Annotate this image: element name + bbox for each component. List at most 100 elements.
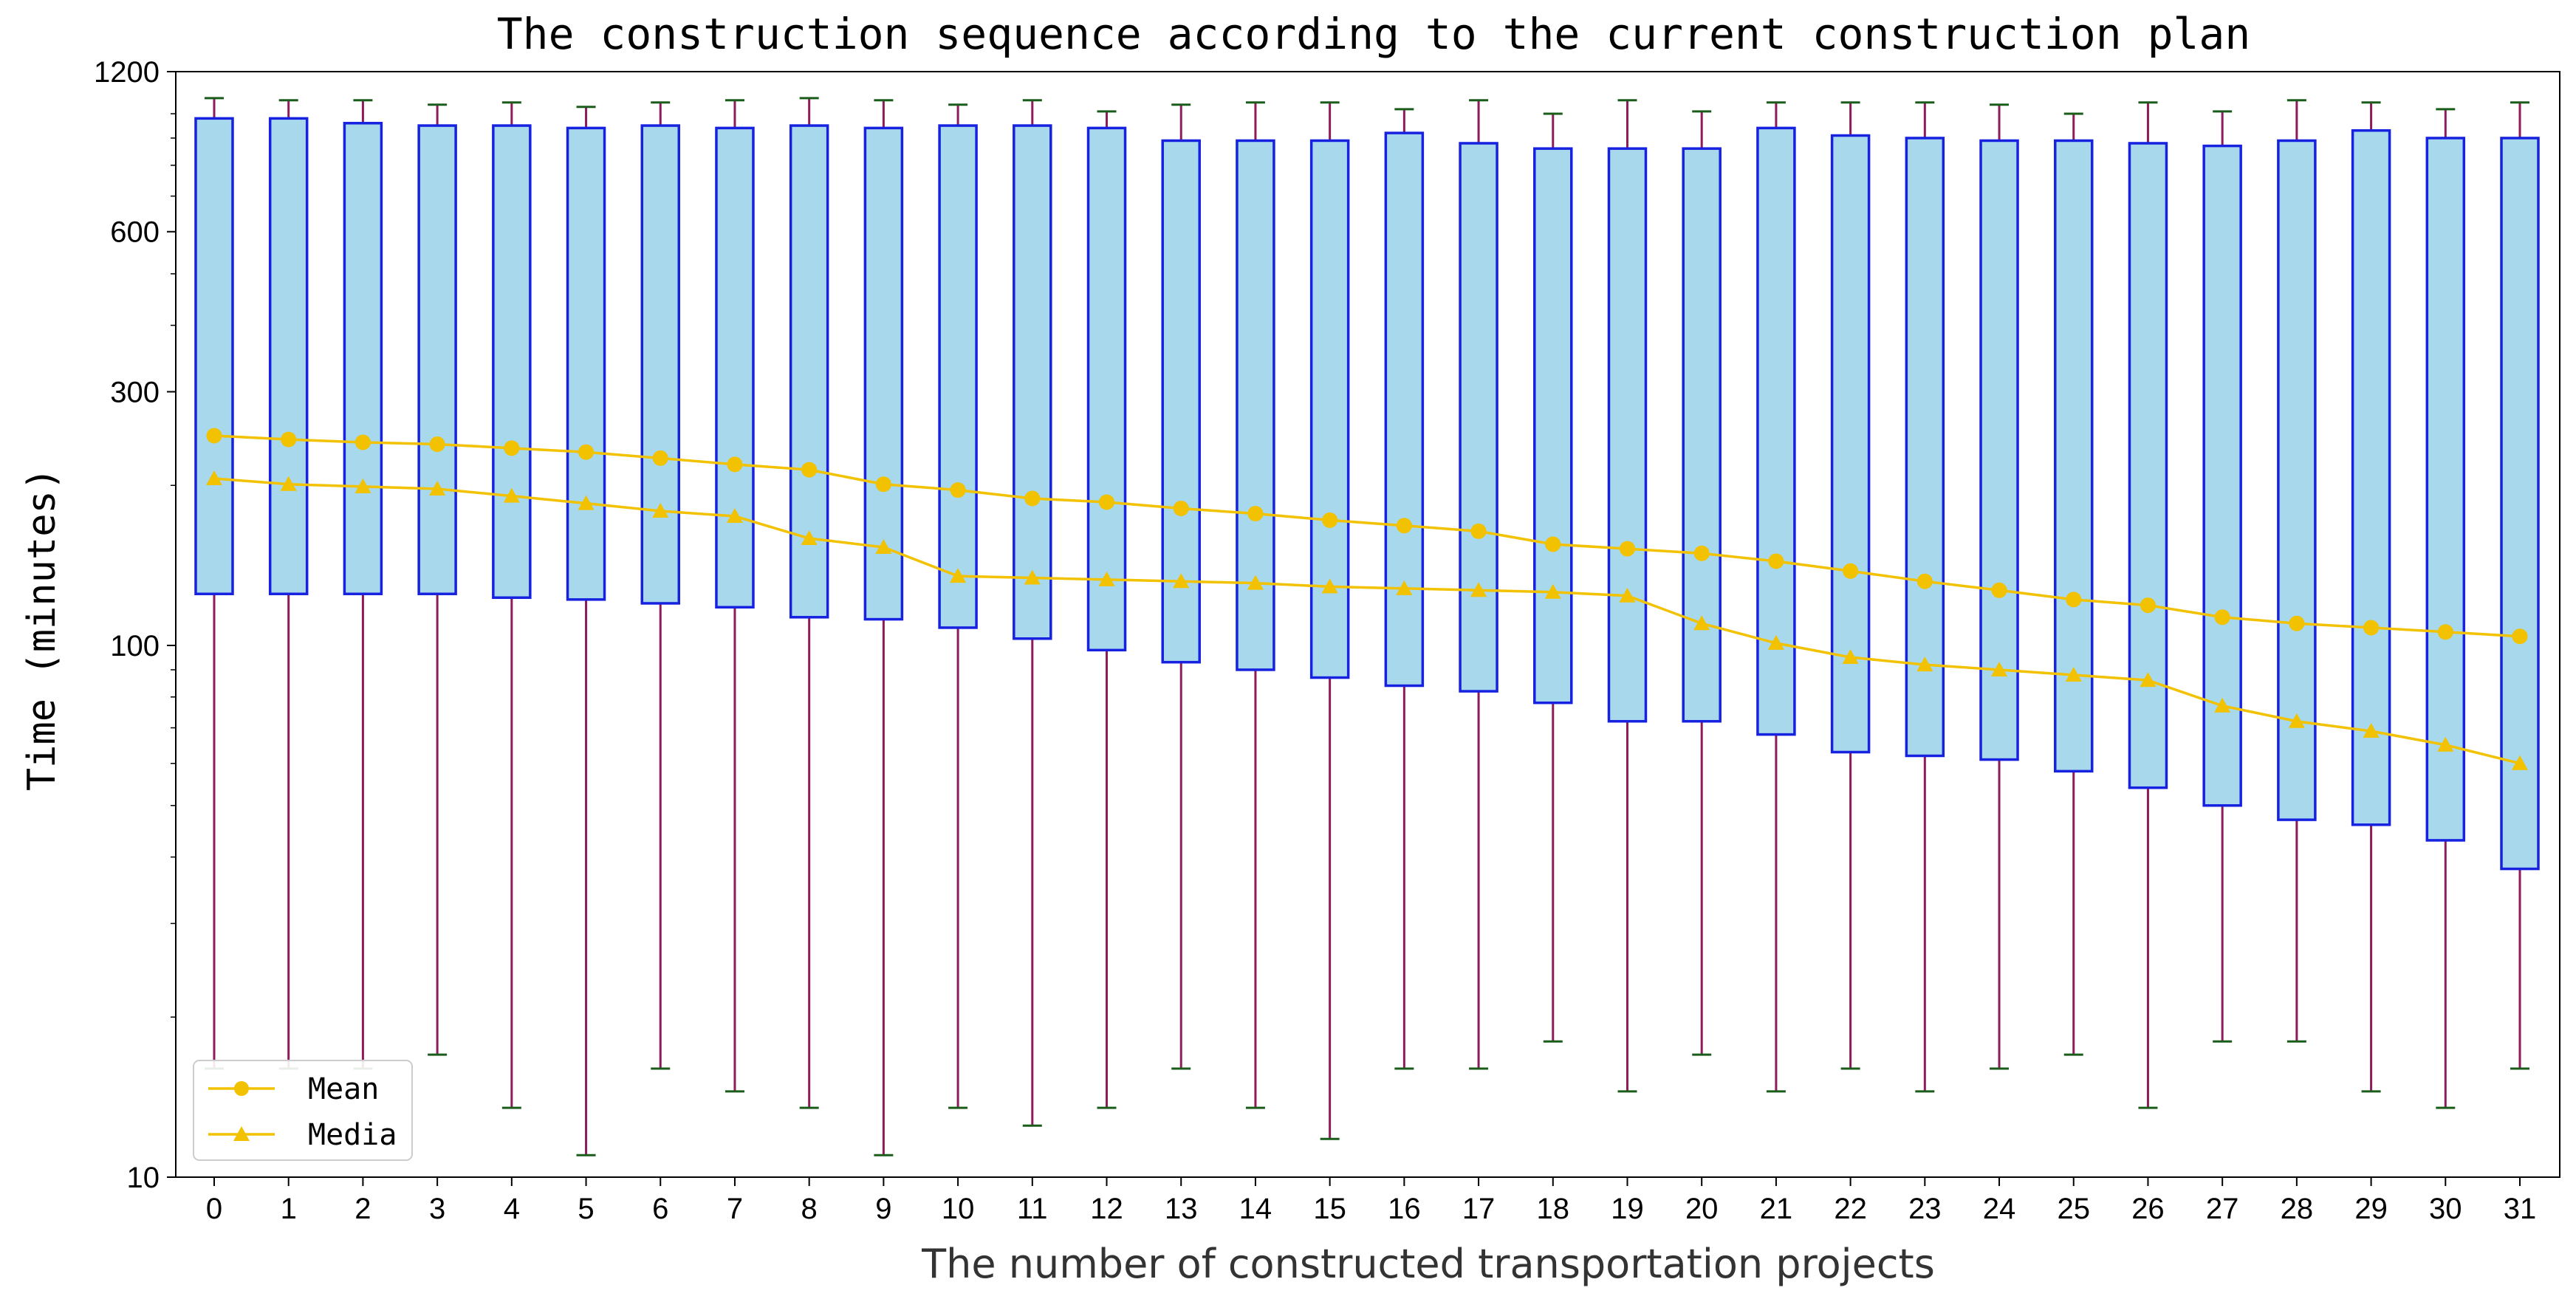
box — [2351, 128, 2391, 826]
box — [1309, 139, 1350, 679]
legend-label: Media — [308, 1118, 397, 1152]
mean-point — [429, 436, 445, 453]
box — [938, 124, 978, 629]
x-tick-label: 11 — [1017, 1193, 1048, 1225]
chart-title: The construction sequence according to t… — [497, 9, 2251, 59]
x-axis-label: The number of constructed transportation… — [921, 1241, 1935, 1287]
mean-point — [504, 440, 520, 456]
x-tick-label: 19 — [1611, 1193, 1644, 1225]
mean-point — [578, 444, 595, 460]
x-tick-label: 23 — [1908, 1193, 1942, 1225]
box — [268, 117, 309, 595]
x-tick-label: 20 — [1685, 1193, 1719, 1225]
mean-point — [727, 456, 743, 473]
x-tick-label: 22 — [1834, 1193, 1867, 1225]
median-point — [2065, 666, 2082, 682]
median-point — [1396, 580, 1413, 595]
legend-median-marker — [233, 1126, 250, 1141]
mean-point — [875, 476, 891, 493]
mean-point — [652, 450, 668, 466]
x-tick-label: 6 — [652, 1193, 668, 1225]
x-tick-label: 12 — [1090, 1193, 1123, 1225]
x-tick-label: 29 — [2354, 1193, 2388, 1225]
median-point — [1544, 583, 1561, 599]
median-point — [2140, 672, 2157, 688]
box — [2500, 137, 2540, 871]
median-point — [801, 530, 818, 546]
box — [417, 124, 457, 595]
median-point — [2363, 723, 2380, 738]
median-point — [503, 487, 520, 503]
box — [194, 117, 234, 595]
x-tick-label: 9 — [875, 1193, 891, 1225]
x-tick-label: 17 — [1462, 1193, 1496, 1225]
box — [2425, 137, 2466, 842]
median-point — [354, 478, 371, 493]
mean-point — [206, 428, 222, 444]
mean-point — [1991, 582, 2007, 598]
box — [1013, 124, 1052, 640]
box — [1756, 126, 1796, 736]
x-tick-label: 15 — [1313, 1193, 1346, 1225]
mean-point — [1843, 563, 1859, 579]
x-tick-label: 27 — [2206, 1193, 2239, 1225]
x-tick-label: 7 — [727, 1193, 743, 1225]
mean-point — [1247, 505, 1264, 521]
box — [640, 124, 681, 605]
mean-point — [1768, 553, 1784, 569]
y-axis-label: Time (minutes) — [20, 467, 64, 791]
mean-point — [2512, 628, 2528, 645]
median-point — [1024, 569, 1041, 585]
box — [1905, 137, 1945, 758]
median-point — [2437, 736, 2454, 752]
median-point — [950, 568, 967, 583]
x-tick-label: 0 — [206, 1193, 222, 1225]
series-line-media — [213, 477, 2521, 765]
median-point — [280, 476, 297, 491]
box — [2202, 144, 2242, 807]
mean-point — [1470, 523, 1487, 539]
legend: Mean Media — [193, 1060, 413, 1161]
box — [1236, 139, 1275, 671]
legend-label: Mean — [308, 1072, 379, 1106]
median-point — [726, 508, 743, 524]
mean-point — [1099, 494, 1115, 510]
mean-point — [1173, 500, 1189, 516]
x-tick-label: 30 — [2429, 1193, 2462, 1225]
x-tick-label: 4 — [504, 1193, 520, 1225]
y-tick-label: 100 — [110, 630, 160, 662]
x-tick-label: 16 — [1388, 1193, 1421, 1225]
series-line-mean — [213, 434, 2521, 638]
y-tick-label: 600 — [110, 216, 160, 249]
y-tick-label: 300 — [110, 376, 160, 408]
median-point — [2214, 697, 2231, 713]
median-point — [1916, 657, 1933, 672]
median-point — [206, 470, 222, 486]
box — [1086, 126, 1127, 652]
x-tick-label: 25 — [2057, 1193, 2090, 1225]
x-tick-label: 26 — [2131, 1193, 2165, 1225]
mean-point — [2214, 609, 2230, 625]
box — [492, 124, 532, 600]
mean-point — [1916, 573, 1933, 589]
median-point — [1098, 571, 1115, 586]
legend-mean-marker — [234, 1081, 249, 1096]
box — [1384, 131, 1425, 688]
mean-point — [2363, 620, 2380, 636]
x-tick-label: 8 — [801, 1193, 818, 1225]
box — [1682, 147, 1722, 723]
x-tick-label: 13 — [1165, 1193, 1198, 1225]
mean-point — [1396, 518, 1412, 534]
median-point — [2512, 755, 2528, 770]
median-point — [875, 539, 892, 555]
mean-point — [1545, 536, 1561, 552]
x-tick-label: 1 — [281, 1193, 297, 1225]
box — [1607, 147, 1648, 723]
mean-point — [1322, 512, 1338, 528]
median-point — [578, 495, 595, 510]
mean-point — [950, 482, 966, 498]
median-point — [429, 480, 446, 496]
median-point — [1470, 582, 1487, 597]
